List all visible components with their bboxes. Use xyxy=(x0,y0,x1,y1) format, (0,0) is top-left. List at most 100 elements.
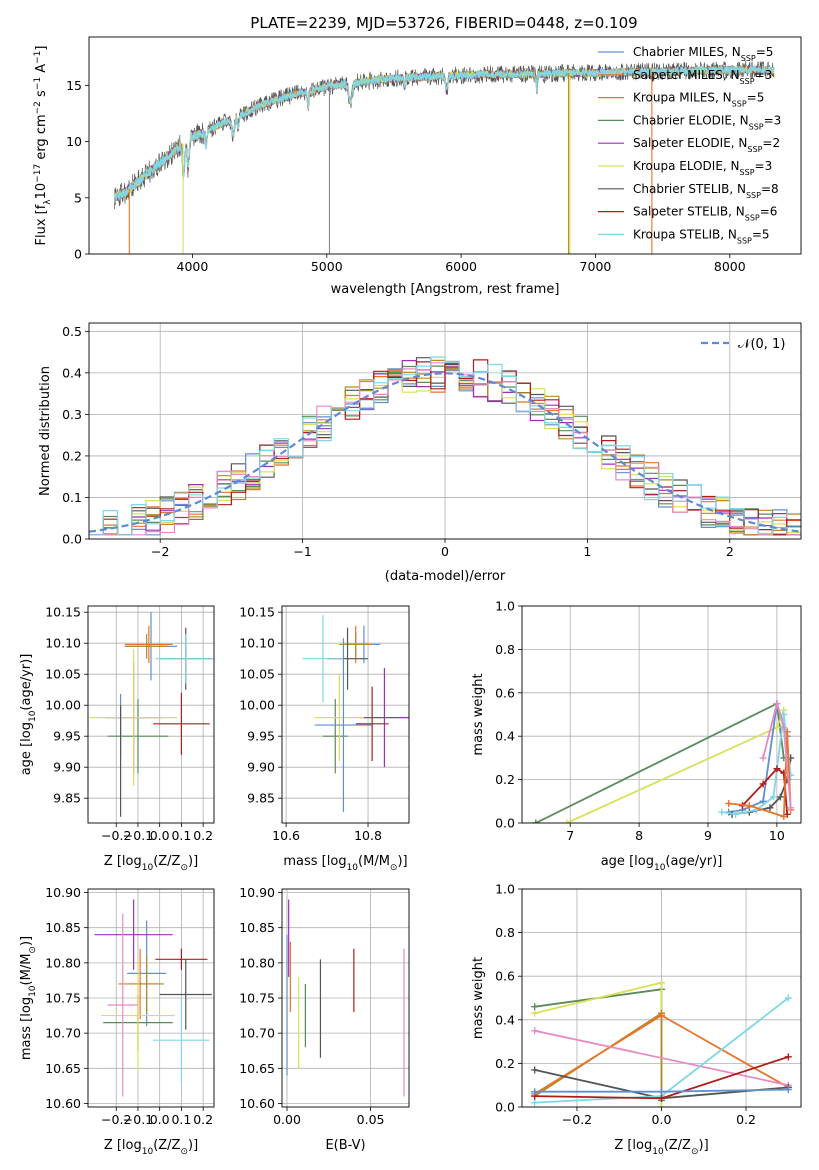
label-part: Z [log xyxy=(104,1138,142,1153)
legend-label: Kroupa MILES, NSSP=5 xyxy=(633,91,764,109)
y-tick-label: 10.05 xyxy=(239,667,275,682)
legend-name: Chabrier MILES, N xyxy=(633,45,741,59)
legend-label: Chabrier ELODIE, NSSP=3 xyxy=(633,113,781,130)
x-axis-label: Z [log10(Z/Z⊙)] xyxy=(614,1138,708,1157)
y-tick-label: 0.6 xyxy=(495,685,515,700)
legend-name: Salpeter STELIB, N xyxy=(633,205,745,219)
label-part: mass weight xyxy=(471,957,486,1039)
label-part: ] xyxy=(34,46,49,51)
label-part: ⊙ xyxy=(180,1147,188,1157)
label-part: Z [log xyxy=(614,1138,652,1153)
plot-area-mass-vs-ebv xyxy=(286,899,405,1097)
label-part: 10 xyxy=(34,183,49,200)
y-tick-label: 1.0 xyxy=(495,599,515,614)
legend-value: =6 xyxy=(760,205,778,219)
y-tick-label: 10.80 xyxy=(239,955,275,970)
x-tick-label: −0.1 xyxy=(123,828,153,843)
label-part: λ xyxy=(43,199,53,205)
label-part: wavelength [Angstrom, rest frame] xyxy=(331,282,560,297)
x-tick-label: 0.2 xyxy=(193,828,213,843)
x-tick-label: −2 xyxy=(151,544,169,559)
axes-border xyxy=(521,605,802,824)
label-part: erg cm xyxy=(34,114,49,163)
x-axis-label: mass [log10(M/M⊙)] xyxy=(283,854,407,873)
label-part: 10 xyxy=(142,1147,154,1157)
weight-marker xyxy=(531,1088,539,1096)
y-tick-label: 1.0 xyxy=(495,882,515,897)
label-part: (M/M xyxy=(19,954,34,986)
axes-border xyxy=(88,36,802,255)
histogram-8 xyxy=(89,356,801,536)
weight-marker xyxy=(658,1103,665,1107)
label-part: −17 xyxy=(33,164,43,183)
y-tick-label: 0.0 xyxy=(495,816,515,831)
weight-line xyxy=(534,1029,789,1087)
label-part: 10 xyxy=(142,863,154,873)
x-tick-label: 7000 xyxy=(580,259,612,274)
x-tick-label: −0.2 xyxy=(101,1112,131,1127)
axes-age-vs-mass: 10.6 10.8 9.85 9.90 9.95 10.00 10.05 10.10 10.15… xyxy=(239,605,410,873)
plot-area-residuals xyxy=(89,356,801,536)
axes-border xyxy=(88,322,802,540)
y-tick-label: 10.70 xyxy=(45,1026,81,1041)
x-tick-label: 2 xyxy=(726,544,734,559)
label-part: s xyxy=(34,90,49,101)
x-tick-label: 0 xyxy=(441,544,449,559)
y-tick-label: 10.85 xyxy=(239,920,275,935)
y-tick-label: 10.10 xyxy=(239,636,275,651)
weight-marker xyxy=(780,724,788,732)
label-part: ⊙ xyxy=(691,1147,699,1157)
weight-marker xyxy=(773,700,781,708)
label-part: Z [log xyxy=(104,854,142,869)
weight-marker xyxy=(766,804,774,812)
y-axis-label: mass [log10(M/M⊙)] xyxy=(19,936,38,1060)
x-tick-label: 7 xyxy=(566,828,574,843)
frame-weight-vs-age: 7 8 9 10 0.0 0.2 0.4 0.6 0.8 1.0 mass weight age [l… xyxy=(471,599,802,873)
y-axis-label: Flux [fλ10−17 erg cm−2 s−1 A−1] xyxy=(33,46,53,246)
label-part: 10 xyxy=(347,863,359,873)
plot-area-mass-vs-z xyxy=(94,899,212,1097)
x-axis-label: age [log10(age/yr)] xyxy=(601,854,723,873)
y-tick-label: 10.60 xyxy=(45,1096,81,1111)
legend-residuals: 𝒩(0, 1) xyxy=(701,337,785,352)
y-tick-label: 9.95 xyxy=(53,729,81,744)
weight-marker xyxy=(780,812,788,820)
y-axis-label: mass weight xyxy=(471,673,486,755)
y-tick-label: 0.4 xyxy=(62,365,82,380)
axes-weight-vs-age: 7 8 9 10 0.0 0.2 0.4 0.6 0.8 1.0 mass weight age [l… xyxy=(471,599,802,873)
legend-label: Chabrier STELIB, NSSP=8 xyxy=(633,182,779,200)
label-part: mass [log xyxy=(283,854,346,869)
legend-name: Salpeter MILES, N xyxy=(633,68,740,82)
y-tick-label: 9.90 xyxy=(247,760,275,775)
label-part: −1 xyxy=(33,77,43,90)
y-tick-label: 0.6 xyxy=(495,969,515,984)
y-tick-label: 0.2 xyxy=(62,448,82,463)
x-tick-label: −1 xyxy=(293,544,311,559)
x-axis-label: E(B-V) xyxy=(325,1138,365,1153)
legend-label: Salpeter STELIB, NSSP=6 xyxy=(633,205,777,223)
weight-line xyxy=(534,1011,663,1099)
weight-marker xyxy=(563,819,571,823)
weight-marker xyxy=(784,1086,792,1094)
y-tick-label: 10 xyxy=(66,134,82,149)
axes-spectrum: 4000 5000 6000 7000 8000 0 5 10 15 wavelength [An… xyxy=(33,36,802,297)
x-axis-label: (data-model)/error xyxy=(385,569,506,584)
y-tick-label: 0.0 xyxy=(62,532,82,547)
legend-value: =3 xyxy=(755,68,773,82)
weight-marker xyxy=(531,1009,539,1017)
label-part: (Z/Z xyxy=(153,1138,180,1153)
x-tick-label: 0.2 xyxy=(736,1112,756,1127)
legend-value: =5 xyxy=(747,91,765,105)
label-part: 10 xyxy=(652,1147,664,1157)
label-part: mass [log xyxy=(19,997,34,1060)
weight-marker xyxy=(776,793,784,801)
legend-value: =5 xyxy=(756,45,774,59)
weight-marker xyxy=(745,802,753,810)
legend-sub: SSP xyxy=(741,54,756,63)
weight-marker xyxy=(718,808,726,816)
legend-label: 𝒩(0, 1) xyxy=(738,337,785,352)
axes-mass-vs-z: −0.2−0.10.0 0.1 0.2 10.60 10.65 10.70 10.75 10.… xyxy=(19,885,215,1157)
y-axis-label: age [log10(age/yr)] xyxy=(19,654,38,776)
